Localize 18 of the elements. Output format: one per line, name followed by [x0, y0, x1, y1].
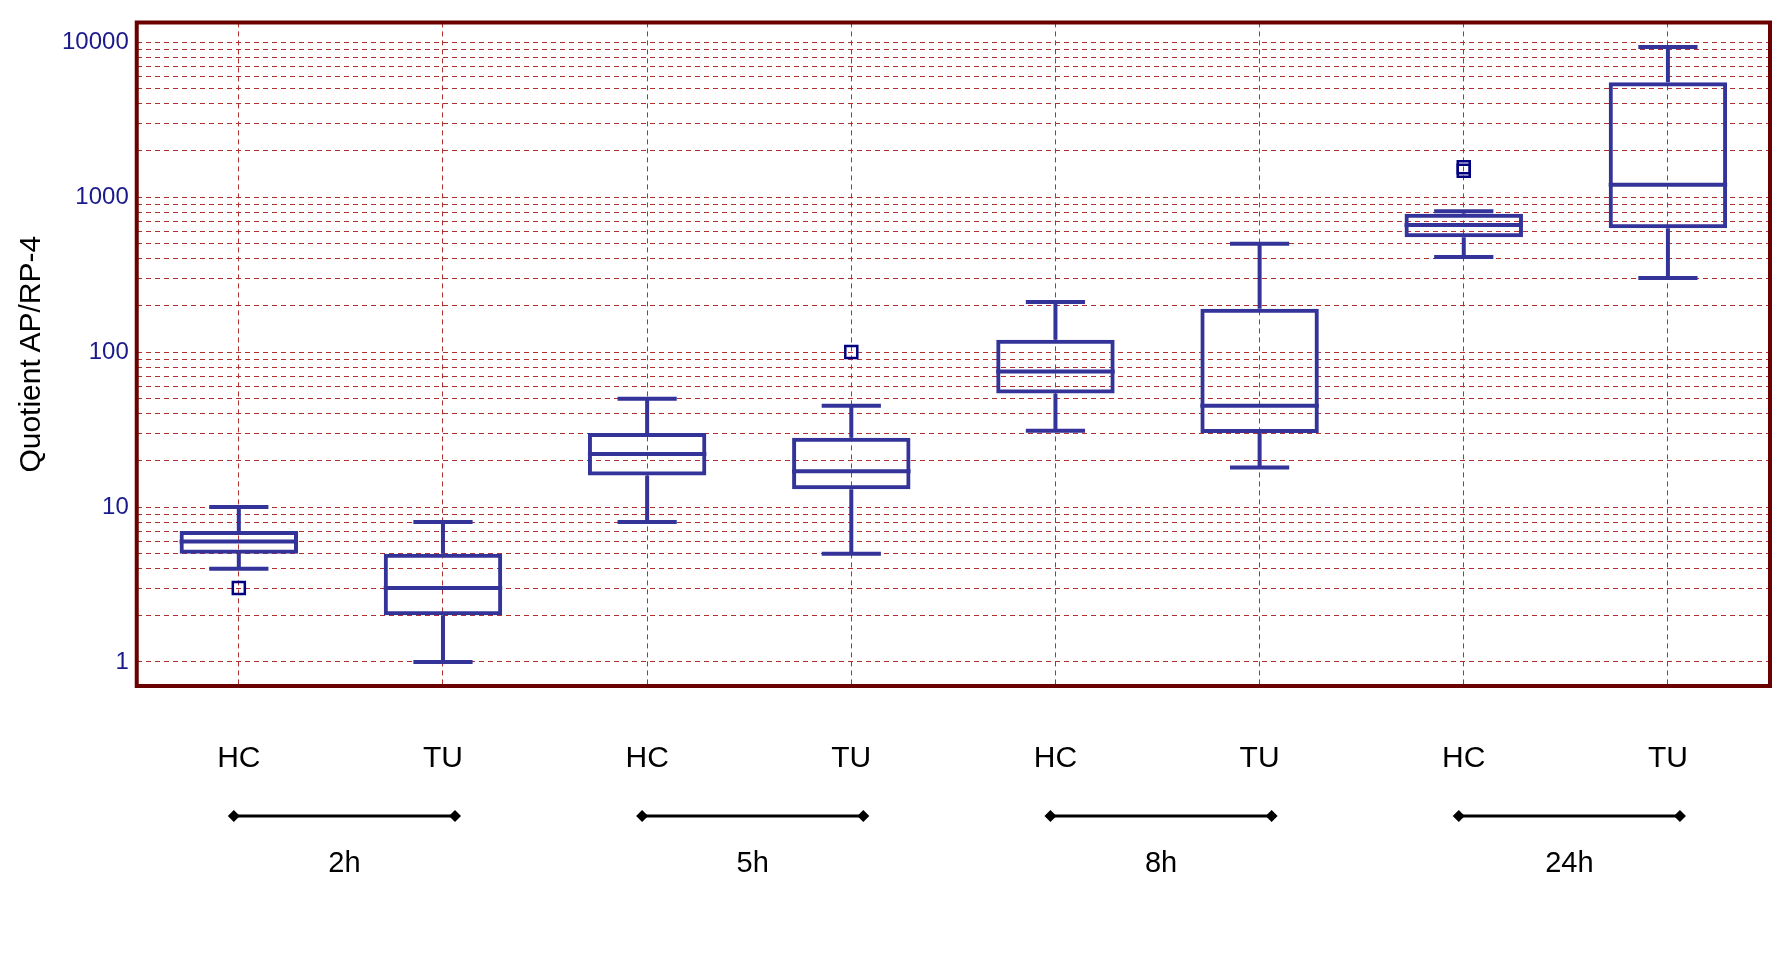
x-tick-label: HC — [1442, 740, 1486, 774]
y-axis-title: Quotient AP/RP-4 — [13, 235, 47, 473]
y-tick-label: 1000 — [75, 181, 129, 209]
x-tick-label: TU — [1239, 740, 1280, 774]
x-tick-label: TU — [1647, 740, 1688, 774]
y-tick-label: 10000 — [61, 26, 129, 54]
x-tick-label: HC — [217, 740, 261, 774]
x-tick-label: TU — [831, 740, 872, 774]
x-tick-label: TU — [422, 740, 463, 774]
text: 8h — [1144, 846, 1178, 878]
x-tick-label: HC — [625, 740, 669, 774]
text: 5h — [736, 846, 769, 878]
text: 24h — [1545, 846, 1594, 878]
y-tick-label: 100 — [88, 336, 129, 364]
y-tick-label: 10 — [102, 491, 129, 519]
y-tick-label: 1 — [115, 646, 129, 674]
text: 2h — [328, 846, 361, 878]
x-tick-label: HC — [1033, 740, 1078, 774]
